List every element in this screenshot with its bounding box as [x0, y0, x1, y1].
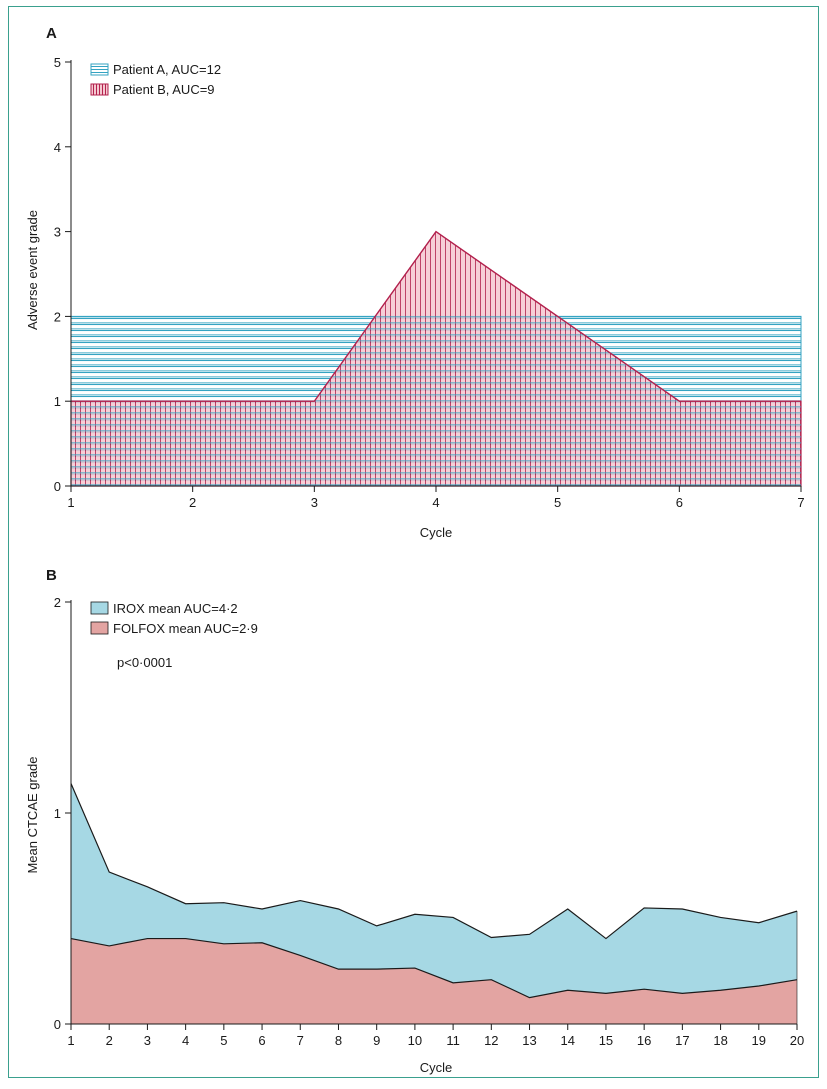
y-tick-label: 4: [54, 140, 61, 155]
x-tick-label: 9: [373, 1033, 380, 1048]
folfox-line: [70, 937, 798, 999]
patient-b-outline: [71, 230, 801, 402]
legend-swatch-patient-b: [90, 83, 109, 96]
legend-label-folfox: FOLFOX mean AUC=2·9: [113, 621, 258, 636]
x-tick-label: 5: [220, 1033, 227, 1048]
x-tick-label: 1: [67, 1033, 74, 1048]
panel-a-plot-area: [70, 230, 802, 487]
legend-label-patient-a: Patient A, AUC=12: [113, 62, 221, 77]
y-tick-label: 0: [54, 479, 61, 494]
x-tick-label: 3: [144, 1033, 151, 1048]
panel-a-legend: Patient A, AUC=12 Patient B, AUC=9: [90, 62, 221, 97]
y-tick-label: 2: [54, 595, 61, 610]
x-tick-label: 6: [676, 495, 683, 510]
legend-swatch-patient-a: [90, 63, 109, 76]
x-tick-label: 8: [335, 1033, 342, 1048]
x-tick-label: 5: [554, 495, 561, 510]
y-tick-label: 1: [54, 806, 61, 821]
panel-b-x-axis-label: Cycle: [420, 1060, 453, 1075]
x-tick-label: 16: [637, 1033, 651, 1048]
x-tick-label: 1: [67, 495, 74, 510]
x-tick-label: 17: [675, 1033, 689, 1048]
x-tick-label: 4: [182, 1033, 189, 1048]
folfox-area: [71, 938, 797, 1024]
y-tick-label: 5: [54, 55, 61, 70]
x-tick-label: 7: [797, 495, 804, 510]
x-tick-label: 11: [446, 1033, 460, 1048]
y-tick-label: 0: [54, 1017, 61, 1032]
legend-swatch-folfox: [90, 621, 109, 635]
x-tick-label: 4: [432, 495, 439, 510]
panel-b-label: B: [46, 567, 57, 584]
x-tick-label: 7: [297, 1033, 304, 1048]
x-tick-label: 19: [752, 1033, 766, 1048]
panel-a-label: A: [46, 25, 57, 42]
x-tick-label: 13: [522, 1033, 536, 1048]
x-tick-label: 6: [258, 1033, 265, 1048]
x-tick-label: 20: [790, 1033, 804, 1048]
panel-a-x-axis-label: Cycle: [420, 525, 453, 540]
panel-b-legend: IROX mean AUC=4·2 FOLFOX mean AUC=2·9: [90, 601, 258, 636]
x-tick-label: 10: [408, 1033, 422, 1048]
legend-label-irox: IROX mean AUC=4·2: [113, 601, 238, 616]
x-tick-label: 18: [713, 1033, 727, 1048]
x-tick-label: 2: [106, 1033, 113, 1048]
legend-label-patient-b: Patient B, AUC=9: [113, 82, 215, 97]
y-tick-label: 2: [54, 309, 61, 324]
panel-b-y-axis-label: Mean CTCAE grade: [25, 756, 40, 873]
x-tick-label: 14: [561, 1033, 575, 1048]
x-tick-label: 12: [484, 1033, 498, 1048]
y-tick-label: 3: [54, 225, 61, 240]
x-tick-label: 2: [189, 495, 196, 510]
y-tick-label: 1: [54, 394, 61, 409]
irox-line: [70, 783, 798, 940]
panel-b-plot-area: [70, 783, 798, 1024]
patient-a-overlay-lines: [71, 316, 801, 486]
x-tick-label: 3: [311, 495, 318, 510]
p-value-annotation: p<0·0001: [117, 655, 172, 670]
panel-a-y-axis-label: Adverse event grade: [25, 210, 40, 330]
x-tick-label: 15: [599, 1033, 613, 1048]
legend-swatch-irox: [90, 601, 109, 615]
